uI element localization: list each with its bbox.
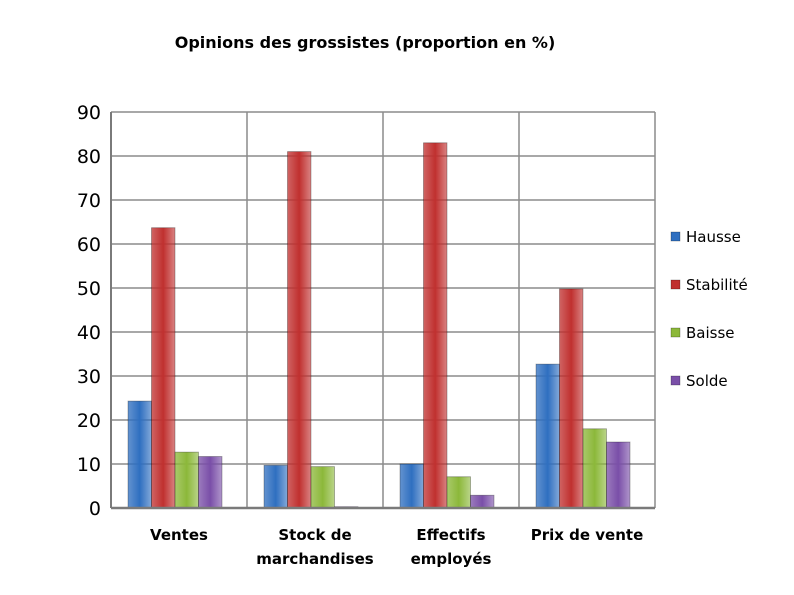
- bar-hausse-3: [535, 363, 560, 509]
- x-tick-label: Ventes: [150, 526, 208, 544]
- legend-label: Solde: [686, 372, 728, 390]
- y-tick-label: 90: [77, 102, 101, 124]
- bar-hausse-1: [263, 464, 288, 509]
- bar-hausse-0: [127, 400, 152, 509]
- y-tick-label: 60: [77, 234, 101, 256]
- bar-baisse-0: [174, 451, 199, 509]
- chart-title: Opinions des grossistes (proportion en %…: [175, 33, 556, 52]
- y-tick-label: 30: [77, 366, 101, 388]
- bar-baisse-2: [446, 476, 471, 509]
- bar-solde-0: [198, 456, 223, 509]
- bar-stabilité-1: [287, 151, 312, 509]
- x-tick-label: marchandises: [256, 550, 374, 568]
- x-tick-label: Prix de vente: [531, 526, 644, 544]
- bar-stabilité-2: [423, 142, 448, 509]
- y-tick-label: 50: [77, 278, 101, 300]
- legend-label: Stabilité: [686, 276, 748, 294]
- legend-swatch-solde: [670, 375, 681, 386]
- y-tick-label: 0: [89, 498, 101, 520]
- x-tick-label: employés: [411, 550, 492, 568]
- x-tick-label: Effectifs: [416, 526, 485, 544]
- bar-stabilité-3: [559, 288, 584, 509]
- y-tick-label: 80: [77, 146, 101, 168]
- y-tick-label: 10: [77, 454, 101, 476]
- legend-label: Baisse: [686, 324, 735, 342]
- bar-solde-2: [470, 494, 495, 509]
- bar-baisse-1: [310, 466, 335, 509]
- legend-label: Hausse: [686, 228, 741, 246]
- bar-hausse-2: [399, 463, 424, 509]
- bar-baisse-3: [582, 428, 607, 509]
- bar-stabilité-0: [151, 227, 176, 509]
- x-tick-label: Stock de: [278, 526, 351, 544]
- y-tick-label: 70: [77, 190, 101, 212]
- bar-solde-3: [606, 441, 631, 509]
- legend-swatch-hausse: [670, 231, 681, 242]
- legend-swatch-stabilité: [670, 279, 681, 290]
- y-tick-label: 40: [77, 322, 101, 344]
- y-tick-label: 20: [77, 410, 101, 432]
- legend-swatch-baisse: [670, 327, 681, 338]
